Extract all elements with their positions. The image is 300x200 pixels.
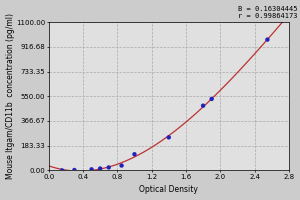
X-axis label: Optical Density: Optical Density <box>139 185 198 194</box>
Point <box>89 168 94 171</box>
Point <box>106 166 111 169</box>
Point <box>265 38 270 41</box>
Point <box>119 164 124 167</box>
Point <box>167 136 171 139</box>
Point <box>98 167 103 170</box>
Point <box>72 168 77 172</box>
Point <box>201 104 206 107</box>
Text: B = 0.16304445
r = 0.99864173: B = 0.16304445 r = 0.99864173 <box>238 6 297 19</box>
Point <box>132 153 137 156</box>
Point <box>60 169 64 172</box>
Point <box>209 97 214 101</box>
Y-axis label: Mouse Itgam/CD11b  concentration (pg/ml): Mouse Itgam/CD11b concentration (pg/ml) <box>6 13 15 179</box>
